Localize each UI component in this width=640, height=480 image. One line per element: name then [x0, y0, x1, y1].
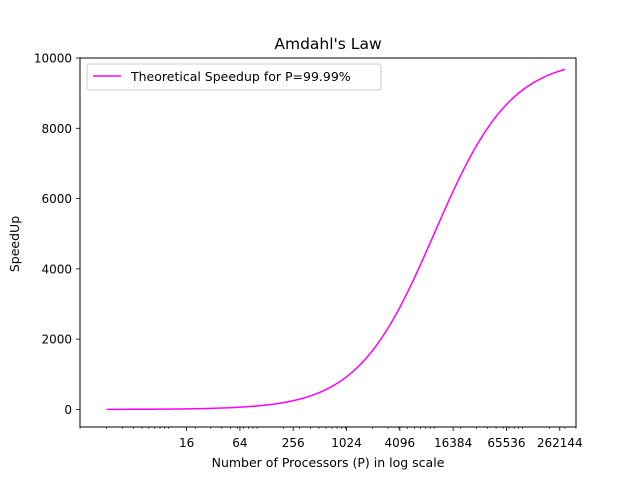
series-line-0 — [106, 68, 566, 411]
y-axis-label: SpeedUp — [7, 216, 22, 272]
y-tick-label: 8000 — [41, 122, 72, 136]
y-tick-label: 4000 — [41, 262, 72, 276]
series-layer — [106, 68, 566, 411]
x-axis-label: Number of Processors (P) in log scale — [212, 455, 445, 470]
x-tick-label: 16384 — [434, 436, 472, 450]
x-tick-label: 16 — [179, 436, 194, 450]
x-tick-label: 65536 — [487, 436, 525, 450]
chart-title: Amdahl's Law — [274, 35, 382, 53]
legend: Theoretical Speedup for P=99.99% — [86, 63, 382, 91]
plot-frame — [79, 57, 577, 428]
x-tick-label: 1024 — [331, 436, 362, 450]
legend-box — [86, 63, 382, 91]
y-tick-label: 10000 — [34, 52, 72, 66]
x-tick-label: 256 — [282, 436, 305, 450]
x-tick-label: 64 — [232, 436, 247, 450]
legend-label: Theoretical Speedup for P=99.99% — [130, 69, 351, 84]
x-axis: 16 64 256 1024 4096 16384 65536 262144 — [79, 427, 583, 450]
x-tick-label: 4096 — [385, 436, 416, 450]
y-tick-label: 2000 — [41, 333, 72, 347]
y-tick-label: 6000 — [41, 192, 72, 206]
y-axis: 0 2000 4000 6000 8000 10000 — [34, 52, 80, 417]
y-tick-label: 0 — [64, 403, 72, 417]
x-tick-label: 262144 — [537, 436, 583, 450]
